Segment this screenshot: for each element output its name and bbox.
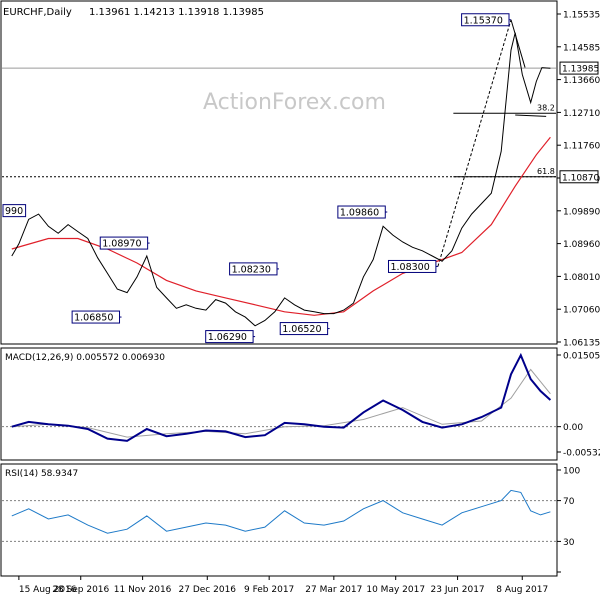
macd-title: MACD(12,26,9) 0.005572 0.006930 xyxy=(5,353,165,363)
callout-label: 1.06520 xyxy=(282,324,321,335)
price-axis-tick-label: 1.09890 xyxy=(563,207,600,217)
x-axis-tick-label: 28 Sep 2016 xyxy=(52,585,109,595)
callout-box xyxy=(337,205,386,219)
rsi-frame xyxy=(0,463,558,577)
price-frame xyxy=(0,0,558,345)
callout-label: 1.06850 xyxy=(74,313,113,324)
price-y-axis: 1.15535 1.14585 1.13660 1.12710 1.11760 1.108… xyxy=(557,11,600,349)
ohlc-label: 1.13961 1.14213 1.13918 1.13985 xyxy=(89,7,264,18)
callout-label: 1.06290 xyxy=(208,332,247,343)
rsi-levels xyxy=(2,500,556,542)
callout-box xyxy=(279,322,329,336)
price-axis-tick-label: 1.14585 xyxy=(563,43,600,53)
rsi-title: RSI(14) 58.9347 xyxy=(5,469,78,479)
callout-box xyxy=(229,262,278,276)
x-axis-tick-label: 8 Aug 2017 xyxy=(496,585,548,595)
callout-box xyxy=(71,310,121,324)
x-axis-tick-label: 9 Feb 2017 xyxy=(244,585,294,595)
x-axis-tick-label: 11 Nov 2016 xyxy=(114,585,172,595)
price-axis-tick-label: 1.13660 xyxy=(563,76,600,86)
price-series xyxy=(11,32,551,327)
fib-label: 38.2 xyxy=(537,103,555,112)
support-price-box xyxy=(559,170,599,184)
callout-label: 1.08300 xyxy=(390,262,429,273)
price-axis-tick-label: 1.15535 xyxy=(563,11,600,21)
watermark: ActionForex.com xyxy=(203,90,386,115)
callout-label: 1.15370 xyxy=(464,15,503,26)
macd-line xyxy=(11,352,552,442)
rsi-panel: RSI(14) 58.9347 100 70 30 xyxy=(0,463,580,577)
price-axis-tick-label: 1.07060 xyxy=(563,306,600,316)
macd-axis-tick-label: 0.015052 xyxy=(563,352,600,362)
pullback-low-line xyxy=(515,114,547,117)
callout-box xyxy=(387,259,437,273)
macd-series xyxy=(11,352,552,442)
callout-label: 1.09860 xyxy=(340,208,379,219)
macd-axis-tick-label: 0.00 xyxy=(563,423,583,433)
x-axis-tick-label: 27 Mar 2017 xyxy=(305,585,362,595)
macd-y-axis: 0.015052 0.00 -0.005321 xyxy=(557,352,600,459)
x-axis-tick-label: 23 Jun 2017 xyxy=(431,585,485,595)
x-axis-tick-label: 27 Dec 2016 xyxy=(179,585,237,595)
instrument-label: EURCHF,Daily xyxy=(3,7,72,18)
macd-frame xyxy=(0,347,558,461)
price-panel: EURCHF,Daily 1.13961 1.14213 1.13918 1.1… xyxy=(0,0,600,349)
current-price-box xyxy=(559,61,599,75)
callout-box xyxy=(99,236,149,250)
price-callouts: 1.15370 1.09860 1.08970 1.08230 1.08300 1.068… xyxy=(2,13,512,344)
current-price-label: 1.13985 xyxy=(562,65,599,75)
price-axis-tick-label: 1.12710 xyxy=(563,109,600,119)
rsi-line xyxy=(11,489,551,534)
price-line xyxy=(11,32,551,327)
rsi-y-axis: 100 70 30 xyxy=(557,467,580,573)
price-axis-tick-label: 1.06135 xyxy=(563,339,600,349)
moving-average-line xyxy=(11,136,551,316)
pullback-line xyxy=(510,19,526,68)
support-price-label: 1.10870 xyxy=(562,173,599,183)
callout-label: 1.08970 xyxy=(102,239,141,250)
rsi-axis-tick-label: 100 xyxy=(563,467,580,477)
fib-label: 61.8 xyxy=(537,167,555,176)
moving-average xyxy=(11,136,551,316)
callout-box xyxy=(461,13,510,27)
macd-panel: MACD(12,26,9) 0.005572 0.006930 0.015052… xyxy=(0,347,600,461)
rsi-axis-tick-label: 30 xyxy=(563,538,575,548)
rally-projection-line xyxy=(437,19,512,267)
callout-label: 990 xyxy=(5,206,23,217)
price-axis-tick-label: 1.08010 xyxy=(563,273,600,283)
x-axis-tick-label: 15 Aug 2016 xyxy=(19,585,77,595)
rsi-series xyxy=(11,489,551,534)
callout-label: 1.08230 xyxy=(232,264,271,275)
price-axis-tick-label: 1.08960 xyxy=(563,240,600,250)
callout-box xyxy=(2,204,27,218)
x-axis-tick-label: 10 May 2017 xyxy=(366,585,425,595)
price-axis-tick-label: 1.11760 xyxy=(563,142,600,152)
macd-axis-tick-label: -0.005321 xyxy=(563,449,600,459)
rsi-axis-tick-label: 70 xyxy=(563,497,575,507)
callout-box xyxy=(205,330,254,344)
